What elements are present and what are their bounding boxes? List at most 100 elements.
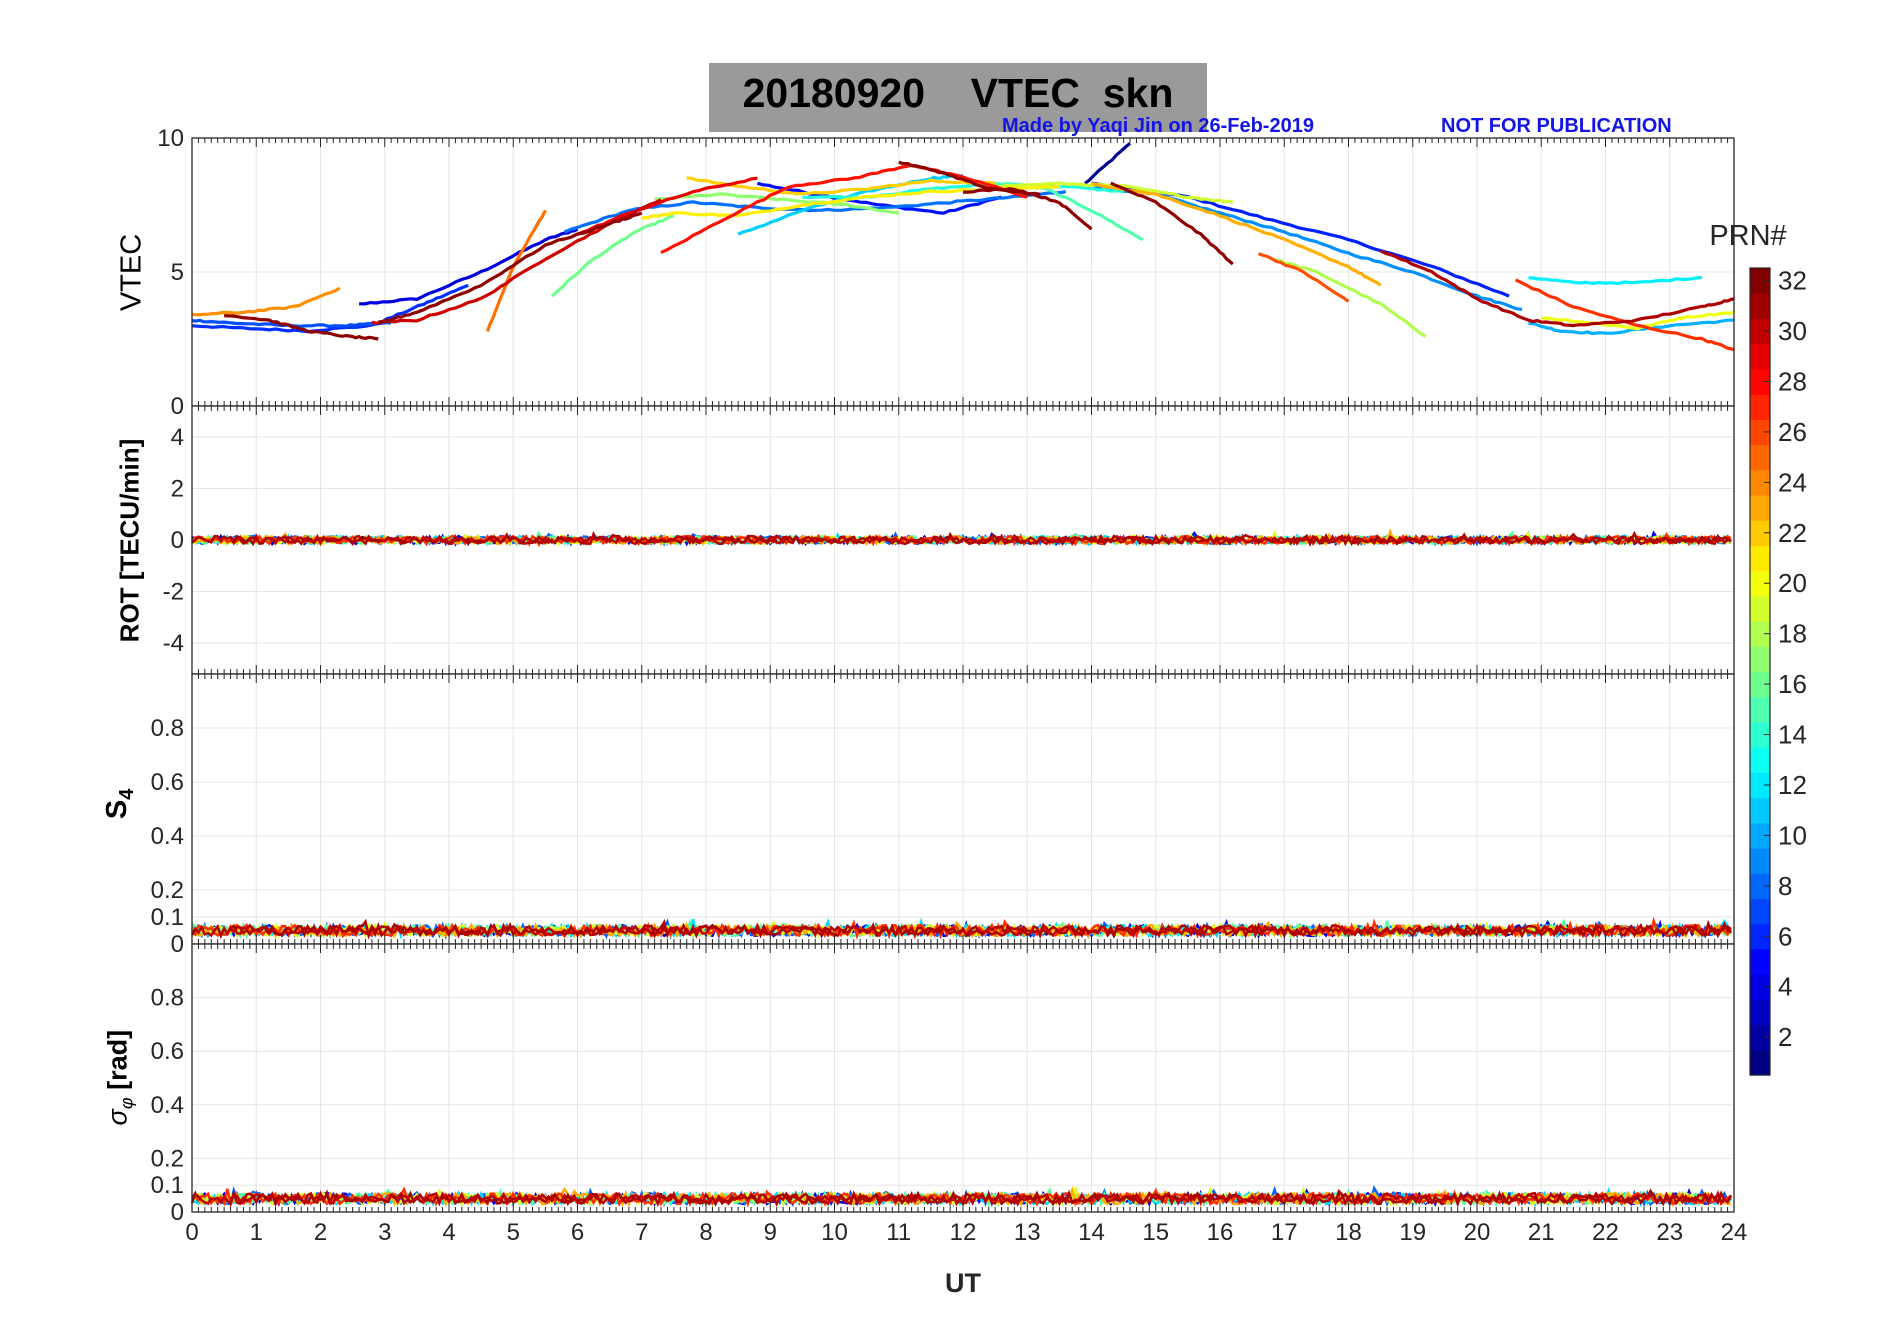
y-tick-label: 0.8 bbox=[151, 715, 184, 742]
y-tick-label: 0.2 bbox=[151, 877, 184, 904]
x-tick-label: 23 bbox=[1656, 1219, 1683, 1246]
prn-32-vtec-line bbox=[224, 314, 379, 341]
colorbar-tick-label: 12 bbox=[1778, 770, 1807, 800]
colorbar-segment bbox=[1750, 696, 1770, 723]
colorbar-segment bbox=[1750, 797, 1770, 824]
y-tick-label: 0.6 bbox=[151, 769, 184, 796]
colorbar-segment bbox=[1750, 293, 1770, 320]
prn-31-vtec-line bbox=[1379, 249, 1735, 328]
colorbar-segment bbox=[1750, 318, 1770, 345]
colorbar-segment bbox=[1750, 595, 1770, 622]
prn-27-vtec-line bbox=[1514, 278, 1735, 352]
prn-32-vtec-line bbox=[378, 211, 643, 324]
prn-19-vtec-line bbox=[995, 181, 1234, 204]
panel-vtec: 0 5 10 bbox=[157, 125, 1735, 420]
x-tick-label: 7 bbox=[635, 1219, 648, 1246]
y-tick-label: -2 bbox=[163, 579, 184, 606]
colorbar-tick-label: 22 bbox=[1778, 518, 1807, 548]
colorbar-tick-label: 8 bbox=[1778, 871, 1792, 901]
prn-20-vtec-line bbox=[1541, 310, 1735, 331]
colorbar-segment bbox=[1750, 671, 1770, 698]
prn-10-vtec-line bbox=[1528, 318, 1734, 336]
x-tick-label: 19 bbox=[1399, 1219, 1426, 1246]
prn-24-vtec-line bbox=[191, 286, 341, 317]
colorbar-segment bbox=[1750, 1024, 1770, 1051]
prn-26-vtec-line bbox=[1258, 252, 1350, 303]
colorbar-segment bbox=[1750, 848, 1770, 874]
prn-17-vtec-line bbox=[654, 192, 899, 215]
panel-sigma_phi: 00.10.2 0.4 0.6 0.8 bbox=[151, 943, 1735, 1226]
colorbar-tick-label: 2 bbox=[1778, 1022, 1792, 1052]
y-tick-label: 0.2 bbox=[151, 1145, 184, 1172]
y-tick-label: 5 bbox=[171, 259, 184, 286]
panel-rot: -4 -2 0 2 4 bbox=[163, 405, 1735, 675]
prn-32-vtec-line bbox=[963, 187, 1093, 231]
colorbar-segment bbox=[1750, 494, 1770, 521]
colorbar-label: PRN# bbox=[1709, 220, 1786, 252]
prn-3-vtec-line bbox=[359, 227, 579, 306]
colorbar-segment bbox=[1750, 873, 1770, 900]
colorbar-tick-label: 16 bbox=[1778, 669, 1807, 699]
colorbar-tick-label: 4 bbox=[1778, 972, 1792, 1002]
y-tick-label: 0 bbox=[171, 931, 184, 958]
prn-30-vtec-line bbox=[371, 198, 662, 325]
colorbar-segment bbox=[1750, 772, 1770, 799]
rot-trace bbox=[229, 534, 1731, 546]
colorbar-tick-label: 10 bbox=[1778, 820, 1807, 850]
x-tick-label: 21 bbox=[1528, 1219, 1555, 1246]
colorbar-tick-label: 32 bbox=[1778, 266, 1807, 296]
y-tick-label: 10 bbox=[157, 125, 184, 152]
y-tick-label: 0.4 bbox=[151, 823, 184, 850]
colorbar-frame bbox=[1749, 267, 1771, 1076]
colorbar-segment bbox=[1750, 923, 1770, 950]
prn-28-vtec-line bbox=[660, 163, 1028, 255]
chart-title: 20180920 VTEC skn bbox=[709, 70, 1207, 117]
credit-text: Made by Yaqi Jin on 26-Feb-2019 bbox=[1002, 115, 1314, 137]
colorbar-segment bbox=[1750, 721, 1770, 748]
sigma_phi-trace bbox=[229, 1191, 1732, 1206]
colorbar-tick-label: 20 bbox=[1778, 568, 1807, 598]
colorbar-tick-label: 30 bbox=[1778, 316, 1807, 346]
prn-16-vtec-line bbox=[550, 214, 675, 298]
colorbar-tick-label: 6 bbox=[1778, 921, 1792, 951]
colorbar-tick-label: 14 bbox=[1778, 720, 1807, 750]
colorbar-segment bbox=[1750, 545, 1770, 572]
colorbar-segment bbox=[1750, 570, 1770, 597]
colorbar-tick-label: 24 bbox=[1778, 467, 1807, 497]
y-tick-label: 0.4 bbox=[151, 1092, 184, 1119]
x-tick-label: 15 bbox=[1142, 1219, 1169, 1246]
x-tick-label: 12 bbox=[950, 1219, 977, 1246]
colorbar-segment bbox=[1750, 621, 1770, 647]
y-tick-label: 0 bbox=[171, 393, 184, 420]
x-tick-label: 13 bbox=[1014, 1219, 1041, 1246]
x-tick-label: 18 bbox=[1335, 1219, 1362, 1246]
y-tick-label: 4 bbox=[171, 424, 184, 451]
prn-18-vtec-line bbox=[1271, 257, 1427, 338]
title-date: 20180920 bbox=[742, 70, 926, 116]
x-tick-label: 3 bbox=[378, 1219, 391, 1246]
x-tick-label: 9 bbox=[764, 1219, 777, 1246]
x-tick-label: 10 bbox=[821, 1219, 848, 1246]
x-tick-label: 20 bbox=[1464, 1219, 1491, 1246]
x-axis-label: UT bbox=[945, 1268, 981, 1298]
title-station: skn bbox=[1102, 70, 1174, 116]
prn-32-vtec-line bbox=[1110, 181, 1234, 266]
colorbar-segment bbox=[1750, 948, 1770, 975]
colorbar-segment bbox=[1750, 1049, 1770, 1076]
x-tick-label: 16 bbox=[1207, 1219, 1234, 1246]
y-tick-label: -4 bbox=[163, 630, 184, 657]
panel-s4: 00.10.2 0.4 0.6 0.8 bbox=[151, 673, 1735, 958]
prn-6-vtec-line bbox=[191, 283, 469, 334]
panel-frame bbox=[191, 943, 1735, 1213]
y-tick-label: 0 bbox=[171, 527, 184, 554]
colorbar-segment bbox=[1750, 444, 1770, 471]
y-tick-label: 0.6 bbox=[151, 1038, 184, 1065]
x-tick-label: 5 bbox=[507, 1219, 520, 1246]
colorbar-segment bbox=[1750, 822, 1770, 849]
x-tick-label: 17 bbox=[1271, 1219, 1298, 1246]
x-tick-label: 4 bbox=[442, 1219, 455, 1246]
prn-23-vtec-line bbox=[1091, 181, 1382, 287]
y-tick-label: 2 bbox=[171, 475, 184, 502]
prn-32-vtec-line bbox=[898, 160, 1041, 196]
